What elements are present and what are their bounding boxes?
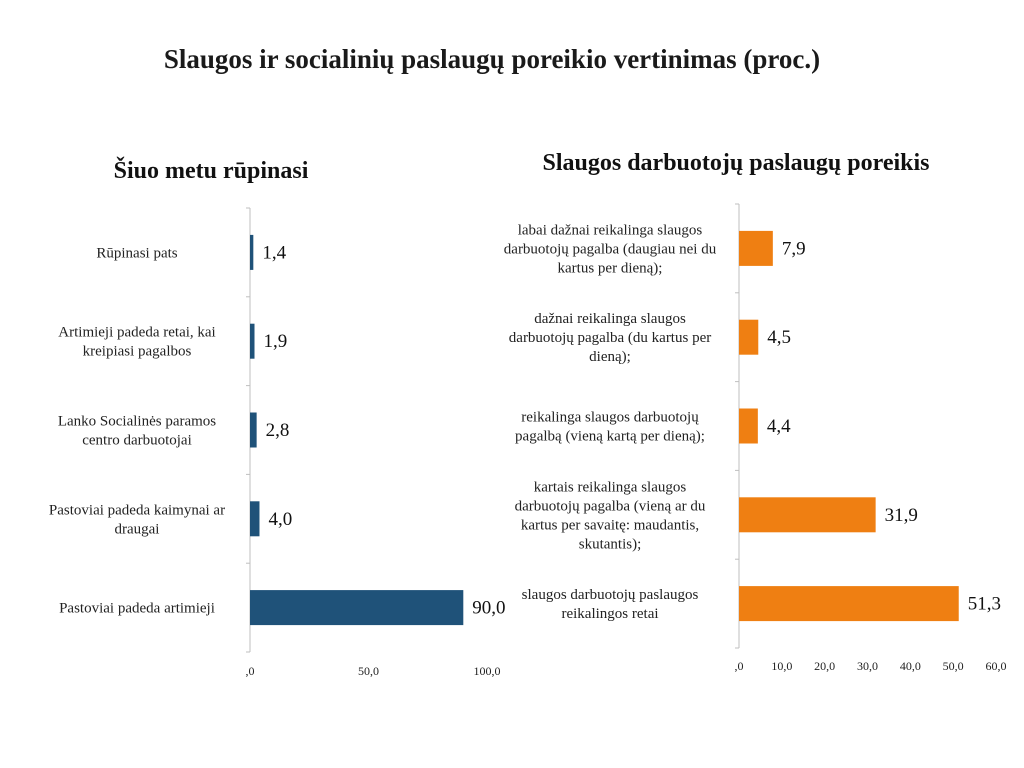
category-label-line: kartais reikalinga slaugos (534, 479, 687, 495)
category-label-line: darbuotojų pagalba (daugiau nei du (504, 241, 717, 257)
value-label: 51,3 (968, 594, 1001, 615)
category-label-line: slaugos darbuotojų paslaugos (522, 587, 699, 603)
category-label-line: Pastoviai padeda kaimynai ar (49, 502, 225, 518)
category-label: kartais reikalinga slaugos darbuotojų pag… (515, 479, 706, 552)
category-label: dažnai reikalinga slaugos darbuotojų paga… (509, 311, 711, 365)
value-label: 7,9 (782, 238, 806, 259)
category-label: slaugos darbuotojų paslaugos reikalingos … (522, 587, 699, 622)
x-tick-label: ,0 (246, 664, 255, 678)
bar (739, 408, 758, 444)
bar (250, 412, 257, 448)
x-tick-label: 50,0 (358, 664, 379, 678)
category-label-line: dažnai reikalinga slaugos (534, 311, 686, 327)
value-label: 4,0 (268, 509, 292, 530)
category-label-line: Artimieji padeda retai, kai (58, 325, 215, 341)
x-tick-label: 20,0 (814, 659, 835, 673)
category-label: reikalinga slaugos darbuotojų pagalbą (vi… (515, 410, 705, 445)
category-label-line: Rūpinasi pats (96, 245, 177, 261)
bar (250, 590, 464, 626)
x-tick-label: ,0 (735, 659, 744, 673)
category-label-line: dieną); (589, 349, 631, 365)
value-label: 31,9 (885, 505, 918, 526)
category-label-line: kartus per dieną); (558, 260, 663, 276)
category-label-line: labai dažnai reikalinga slaugos (518, 222, 703, 238)
value-label: 2,8 (266, 420, 290, 441)
left-bar-chart: 1,4 Rūpinasi pats 1,9 Artimieji padeda reta… (49, 207, 506, 678)
x-tick-label: 100,0 (474, 664, 501, 678)
category-label: Lanko Socialinės paramos centro darbuotoj… (58, 414, 216, 449)
category-label: Pastoviai padeda kaimynai ar draugai (49, 502, 225, 537)
right-chart-title: Slaugos darbuotojų paslaugų poreikis (542, 150, 929, 176)
category-label-line: draugai (115, 521, 160, 537)
category-label: Rūpinasi pats (96, 245, 177, 261)
value-label: 1,4 (262, 242, 286, 263)
category-label-line: darbuotojų pagalba (vieną ar du (515, 498, 706, 514)
x-tick-label: 40,0 (900, 659, 921, 673)
bar (739, 230, 773, 266)
category-label: labai dažnai reikalinga slaugos darbuotoj… (504, 222, 717, 276)
bar (250, 323, 255, 359)
category-label-line: skutantis); (579, 536, 642, 552)
bar (250, 234, 254, 270)
value-label: 4,5 (767, 327, 791, 348)
category-label-line: Lanko Socialinės paramos (58, 414, 216, 430)
category-label: Pastoviai padeda artimieji (59, 601, 215, 617)
value-label: 1,9 (264, 331, 288, 352)
category-label-line: reikalinga slaugos darbuotojų (521, 410, 699, 426)
value-label: 4,4 (767, 416, 791, 437)
bar (739, 586, 959, 622)
category-label-line: kreipiasi pagalbos (83, 344, 192, 360)
category-label-line: centro darbuotojai (82, 433, 192, 449)
x-tick-label: 60,0 (986, 659, 1007, 673)
category-label-line: Pastoviai padeda artimieji (59, 601, 215, 617)
bar (739, 319, 759, 355)
x-tick-label: 50,0 (943, 659, 964, 673)
x-tick-label: 30,0 (857, 659, 878, 673)
category-label: Artimieji padeda retai, kai kreipiasi pag… (58, 325, 215, 360)
x-tick-label: 10,0 (771, 659, 792, 673)
right-bar-chart: 7,9 labai dažnai reikalinga slaugos darbuo… (504, 203, 1007, 673)
category-label-line: kartus per savaitę: maudantis, (521, 517, 699, 533)
category-label-line: reikalingos retai (561, 606, 658, 622)
bar (739, 497, 876, 533)
left-chart-title: Šiuo metu rūpinasi (114, 157, 309, 184)
page-title: Slaugos ir socialinių paslaugų poreikio … (163, 44, 821, 74)
category-label-line: darbuotojų pagalba (du kartus per (509, 330, 711, 346)
value-label: 90,0 (472, 598, 505, 619)
category-label-line: pagalbą (vieną kartą per dieną); (515, 429, 705, 445)
bar (250, 501, 260, 537)
